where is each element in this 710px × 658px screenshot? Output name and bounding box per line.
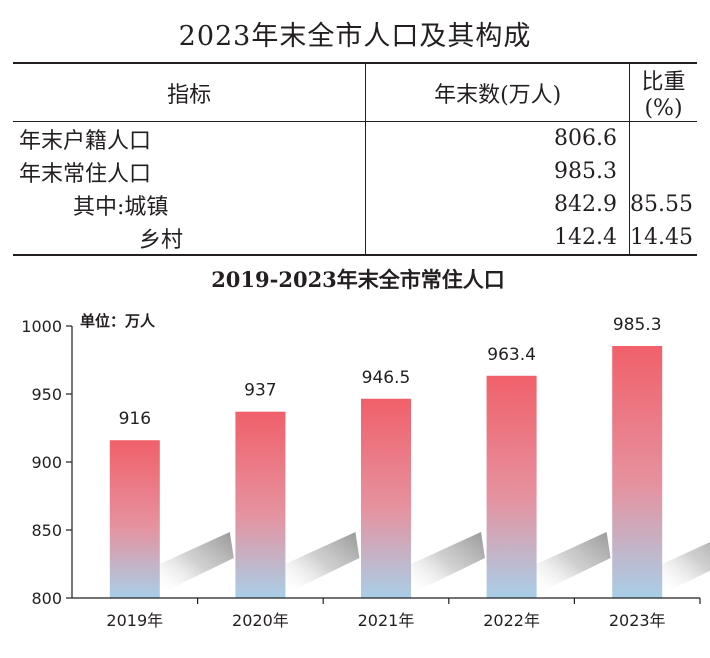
x-tick-label: 2021年 (358, 611, 415, 630)
table-row: 其中:城镇 842.9 85.55 (13, 188, 697, 221)
y-tick-label: 900 (31, 453, 62, 472)
row-value: 985.3 (365, 155, 630, 188)
row-share (629, 155, 697, 188)
data-label: 916 (119, 409, 151, 429)
table-title: 2023年末全市人口及其构成 (178, 21, 532, 52)
x-tick-label: 2022年 (483, 611, 540, 630)
row-label: 乡村 (13, 221, 366, 256)
bar-shadow (285, 532, 360, 594)
bar-2022年 (486, 375, 537, 598)
row-share: 85.55 (629, 188, 697, 221)
table-row: 年末户籍人口 806.6 (13, 121, 697, 155)
bars (109, 345, 663, 598)
population-bar-chart: 2019-2023年末全市常住人口 单位：万人 800 850 900 950 1000… (21, 267, 710, 630)
unit-label: 单位：万人 (80, 312, 156, 330)
table-row: 乡村 142.4 14.45 (13, 221, 697, 256)
population-table: 指标 年末数(万人) 比重(%) 年末户籍人口 806.6 年末常住人口 985… (13, 62, 697, 256)
y-tick-label: 950 (31, 385, 62, 404)
chart-title: 2019-2023年末全市常住人口 (211, 267, 505, 292)
data-label: 946.5 (362, 368, 411, 388)
x-tick-label: 2023年 (609, 611, 666, 630)
row-value: 142.4 (365, 221, 630, 256)
row-share (629, 121, 697, 155)
table-header-row: 指标 年末数(万人) 比重(%) (13, 62, 697, 122)
header-year-end-count: 年末数(万人) (365, 62, 630, 122)
table-row: 年末常住人口 985.3 (13, 155, 697, 188)
row-value: 842.9 (365, 188, 630, 221)
y-tick-label: 1000 (21, 317, 62, 336)
data-label: 963.4 (487, 345, 536, 365)
bar-shadows (159, 532, 710, 594)
y-tick-label: 850 (31, 521, 62, 540)
bar-2021年 (361, 398, 411, 598)
data-label: 985.3 (613, 315, 662, 335)
header-share: 比重(%) (629, 62, 697, 122)
bar-shadow (662, 542, 710, 594)
data-label: 937 (244, 381, 276, 401)
y-tick-label: 800 (31, 589, 62, 608)
row-label: 年末户籍人口 (19, 128, 152, 154)
row-share: 14.45 (629, 221, 697, 256)
row-label: 年末常住人口 (19, 161, 152, 187)
labels: 800 850 900 950 1000 916 2019年 937 2020年 946.5 202… (21, 315, 665, 630)
header-indicator: 指标 (13, 62, 366, 122)
bar-2019年 (109, 440, 160, 598)
x-tick-label: 2019年 (106, 611, 163, 630)
bar-shadow (411, 532, 485, 594)
row-label: 其中:城镇 (73, 194, 169, 220)
bar-shadow (536, 532, 611, 594)
row-value: 806.6 (365, 121, 630, 155)
bar-2023年 (612, 345, 663, 598)
x-tick-label: 2020年 (232, 611, 289, 630)
bar-shadow (159, 532, 234, 594)
axes (66, 325, 701, 604)
bar-2020年 (235, 411, 286, 598)
